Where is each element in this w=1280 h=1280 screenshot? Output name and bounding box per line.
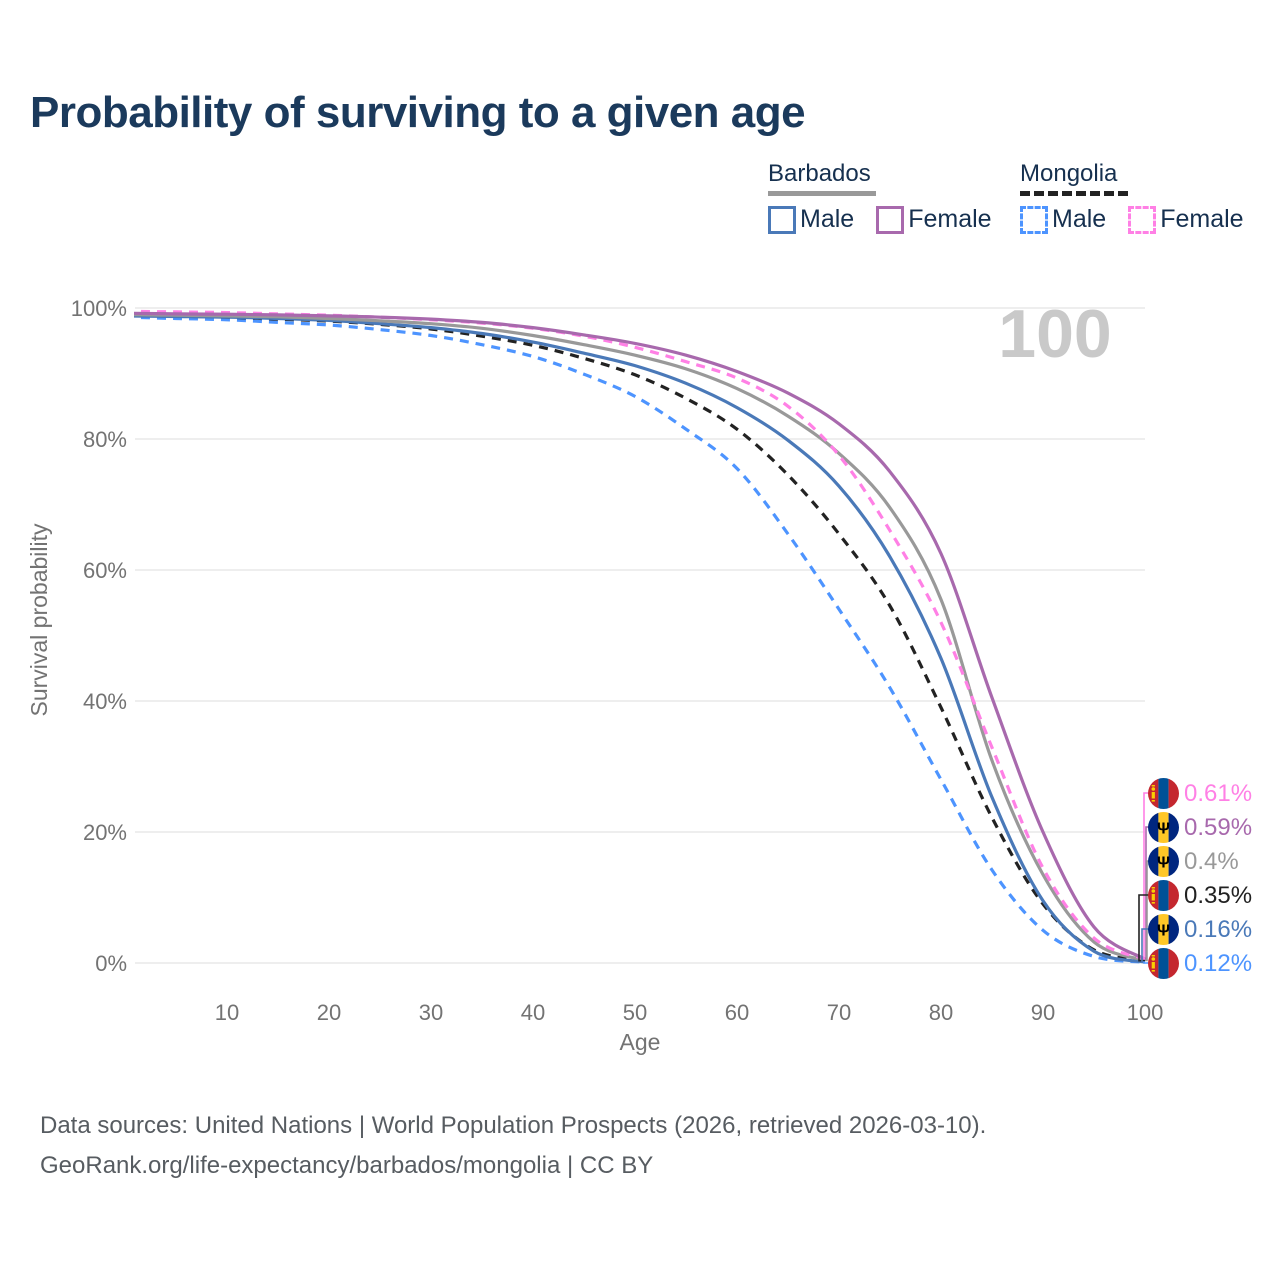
mongolia-flag-icon	[1148, 777, 1179, 809]
end-label-barbados-male: Ψ 0.16%	[1148, 913, 1253, 945]
page-title: Probability of surviving to a given age	[30, 88, 806, 137]
x-axis-title: Age	[620, 1029, 661, 1055]
end-label-value: 0.4%	[1184, 847, 1239, 875]
end-label-barbados-female: Ψ 0.59%	[1148, 811, 1253, 843]
svg-text:Ψ: Ψ	[1157, 854, 1170, 871]
y-tick-40: 40%	[83, 689, 127, 714]
y-tick-60: 60%	[83, 558, 127, 583]
y-axis-title: Survival probability	[26, 523, 52, 717]
end-label-value: 0.12%	[1184, 949, 1253, 977]
end-label-mongolia: 0.35%	[1148, 879, 1253, 911]
x-tick-40: 40	[521, 1000, 545, 1025]
barbados-male-line-swatch-icon	[768, 205, 796, 234]
x-tick-30: 30	[419, 1000, 443, 1025]
series-line-barbados-female	[134, 311, 1146, 961]
end-label-mongolia-female: 0.61%	[1148, 777, 1253, 809]
x-tick-50: 50	[623, 1000, 647, 1025]
legend-items-barbados: Male Female	[768, 205, 992, 234]
mongolia-male-line-swatch-icon	[1020, 205, 1048, 234]
end-label-value: 0.16%	[1184, 915, 1253, 943]
x-tick-100: 100	[1127, 1000, 1164, 1025]
legend-country-barbados[interactable]: Barbados	[768, 160, 876, 196]
svg-text:Ψ: Ψ	[1157, 922, 1170, 939]
legend-item-barbados-male[interactable]: Male	[768, 205, 854, 234]
legend-country-barbados-label: Barbados	[768, 160, 871, 187]
series-line-mongolia-male	[134, 315, 1146, 964]
footer: Data sources: United Nations | World Pop…	[40, 1106, 986, 1186]
series-line-mongolia-female	[134, 309, 1146, 961]
x-tick-10: 10	[215, 1000, 239, 1025]
legend-items-mongolia: Male Female	[1020, 205, 1244, 234]
series-line-barbados	[134, 313, 1146, 962]
legend-item-mongolia-male[interactable]: Male	[1020, 205, 1106, 234]
footer-data-sources: Data sources: United Nations | World Pop…	[40, 1112, 987, 1139]
mongolia-female-line-swatch-icon	[1128, 205, 1157, 234]
x-tick-90: 90	[1031, 1000, 1055, 1025]
end-label-value: 0.35%	[1184, 881, 1253, 909]
y-tick-100: 100%	[71, 296, 127, 321]
leader-line-mongolia-male	[1143, 961, 1150, 964]
barbados-female-line-swatch-icon	[876, 205, 905, 234]
legend-group-barbados: Barbados Male Female	[768, 160, 992, 234]
legend-item-mongolia-female[interactable]: Female	[1128, 205, 1244, 234]
mongolia-flag-icon	[1148, 947, 1179, 979]
end-label-value: 0.61%	[1184, 779, 1253, 807]
legend-group-mongolia: Mongolia Male Female	[1020, 160, 1244, 234]
x-tick-60: 60	[725, 1000, 749, 1025]
series-line-mongolia	[134, 313, 1146, 963]
legend-item-mongolia-female-label: Female	[1160, 205, 1244, 233]
barbados-flag-icon: Ψ	[1148, 811, 1179, 843]
end-label-barbados: Ψ 0.4%	[1148, 845, 1239, 877]
x-tick-20: 20	[317, 1000, 341, 1025]
y-tick-80: 80%	[83, 427, 127, 452]
svg-text:Ψ: Ψ	[1157, 820, 1170, 837]
age-counter: 100	[998, 296, 1112, 372]
legend-country-mongolia[interactable]: Mongolia	[1020, 160, 1128, 196]
footer-attribution-link: GeoRank.org/life-expectancy/barbados/mon…	[40, 1152, 654, 1179]
legend-item-barbados-female-label: Female	[908, 205, 992, 233]
x-tick-70: 70	[827, 1000, 851, 1025]
leader-line-mongolia-female	[1143, 792, 1150, 960]
x-tick-80: 80	[929, 1000, 953, 1025]
y-tick-0: 0%	[95, 951, 127, 976]
legend-item-mongolia-male-label: Male	[1052, 205, 1107, 233]
end-label-value: 0.59%	[1184, 813, 1253, 841]
legend-country-mongolia-label: Mongolia	[1020, 160, 1118, 187]
series-line-barbados-male	[134, 314, 1146, 964]
barbados-flag-icon: Ψ	[1148, 845, 1179, 877]
mongolia-flag-icon	[1148, 879, 1179, 911]
barbados-flag-icon: Ψ	[1148, 913, 1179, 945]
y-tick-20: 20%	[83, 820, 127, 845]
legend-item-barbados-female[interactable]: Female	[876, 205, 992, 234]
legend: Barbados Male Female Mongolia Ma	[0, 160, 1280, 240]
legend-item-barbados-male-label: Male	[800, 205, 855, 233]
end-label-mongolia-male: 0.12%	[1148, 947, 1253, 979]
